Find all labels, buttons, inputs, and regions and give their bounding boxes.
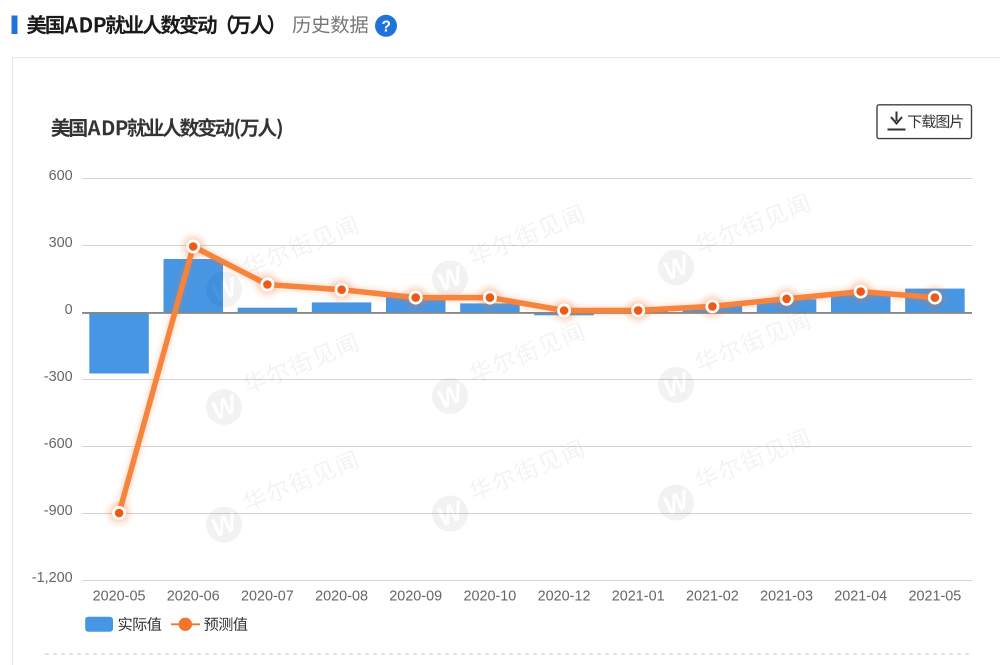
svg-text:0: 0: [65, 302, 73, 318]
svg-text:600: 600: [49, 168, 73, 184]
svg-text:2021-01: 2021-01: [612, 589, 665, 605]
svg-text:2020-12: 2020-12: [538, 589, 591, 605]
svg-text:-300: -300: [44, 369, 73, 385]
svg-text:-600: -600: [44, 436, 73, 452]
svg-text:300: 300: [49, 235, 73, 251]
svg-text:2021-04: 2021-04: [834, 589, 887, 605]
svg-text:2021-05: 2021-05: [908, 589, 961, 605]
svg-text:-1,200: -1,200: [32, 570, 73, 586]
svg-text:?: ?: [381, 18, 390, 35]
svg-text:-900: -900: [44, 503, 73, 519]
svg-text:2020-05: 2020-05: [93, 589, 146, 605]
svg-text:2020-07: 2020-07: [241, 589, 294, 605]
svg-text:2020-09: 2020-09: [389, 589, 442, 605]
svg-text:2021-03: 2021-03: [760, 589, 813, 605]
svg-text:2020-08: 2020-08: [315, 589, 368, 605]
svg-text:2021-02: 2021-02: [686, 589, 739, 605]
svg-text:2020-10: 2020-10: [463, 589, 516, 605]
svg-text:2020-06: 2020-06: [167, 589, 220, 605]
